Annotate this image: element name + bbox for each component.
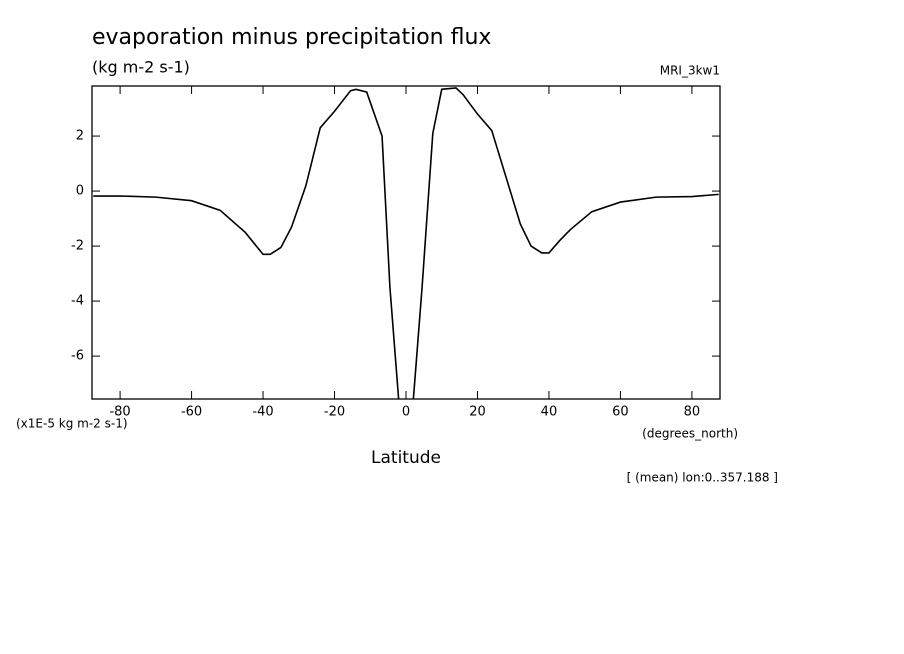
dataset-label: MRI_3kw1 [660, 64, 720, 78]
x-tick-label: 0 [402, 405, 410, 420]
y-tick-label: 0 [76, 184, 84, 199]
x-axis-label: Latitude [371, 448, 441, 468]
x-units: (degrees_north) [642, 427, 738, 441]
data-line [93, 87, 719, 399]
x-tick-label: -60 [181, 405, 202, 420]
x-tick-label: -20 [324, 405, 345, 420]
x-tick-label: -80 [109, 405, 130, 420]
x-tick-label: 60 [612, 405, 629, 420]
x-tick-label: 80 [684, 405, 701, 420]
x-tick-label: 20 [469, 405, 486, 420]
x-tick-label: -40 [252, 405, 273, 420]
chart-subtitle: (kg m-2 s-1) [92, 58, 190, 77]
note: [ (mean) lon:0..357.188 ] [627, 471, 778, 485]
y-units: (x1E-5 kg m-2 s-1) [16, 417, 128, 431]
y-tick-label: -4 [71, 294, 84, 309]
x-tick-label: 40 [541, 405, 558, 420]
y-tick-label: -6 [71, 349, 84, 364]
y-tick-label: -2 [71, 239, 84, 254]
y-tick-label: 2 [76, 129, 84, 144]
chart-title: evaporation minus precipitation flux [92, 25, 491, 50]
